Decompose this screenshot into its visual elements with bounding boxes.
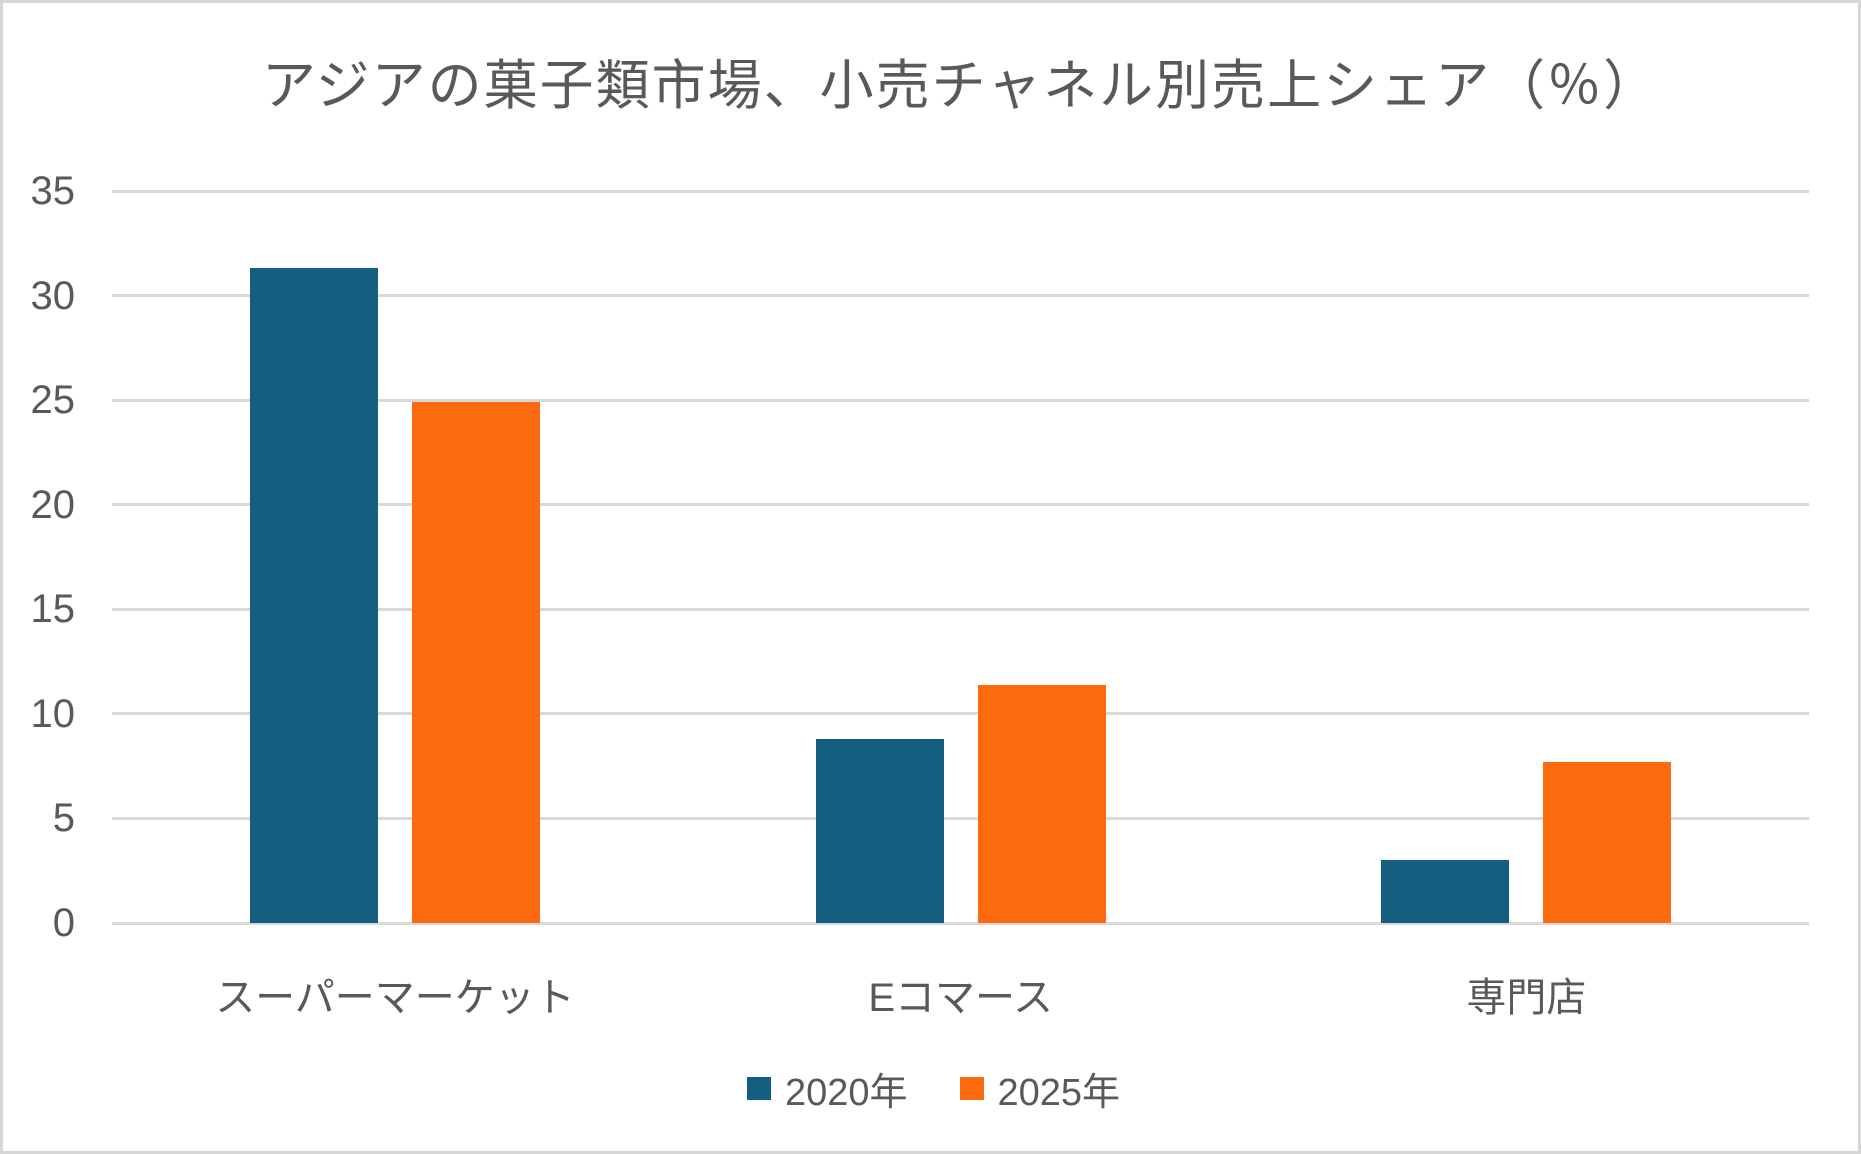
y-tick-label-30: 30 — [30, 273, 76, 318]
bar-2020-supermarket — [249, 268, 378, 923]
y-tick-label-20: 20 — [30, 482, 76, 527]
legend-swatch-2025 — [959, 1077, 984, 1100]
bar-2020-ecommerce — [815, 738, 944, 923]
gridline-15 — [112, 607, 1809, 611]
chart-title: アジアの菓子類市場、小売チャネル別売上シェア（％） — [261, 56, 1660, 116]
gridline-0 — [112, 921, 1809, 925]
y-tick-label-10: 10 — [30, 691, 76, 736]
gridline-20 — [112, 503, 1809, 507]
gridline-5 — [112, 816, 1809, 820]
gridline-25 — [112, 398, 1809, 402]
legend: 2020年 2025年 — [3, 1061, 1858, 1116]
bar-2025-ecommerce — [977, 684, 1106, 923]
bar-2025-supermarket — [411, 402, 540, 923]
gridline-10 — [112, 712, 1809, 716]
y-tick-label-35: 35 — [30, 169, 76, 213]
legend-label-2020: 2020年 — [784, 1072, 908, 1114]
y-tick-label-15: 15 — [30, 587, 76, 632]
y-tick-label-25: 25 — [30, 378, 76, 423]
legend-item-2025: 2025年 — [959, 1061, 1121, 1116]
y-tick-label-5: 5 — [52, 796, 75, 841]
bar-2025-specialty-store — [1543, 761, 1672, 923]
legend-swatch-2020 — [746, 1077, 771, 1100]
y-tick-label-0: 0 — [52, 901, 75, 945]
gridline-30 — [112, 294, 1809, 298]
gridline-35 — [112, 189, 1809, 193]
x-category-label-ecommerce: Eコマース — [868, 976, 1053, 1020]
x-category-label-supermarket: スーパーマーケット — [215, 976, 575, 1020]
legend-item-2020: 2020年 — [746, 1061, 908, 1116]
x-category-label-specialty-store: 専門店 — [1466, 976, 1587, 1020]
bar-2020-specialty-store — [1381, 860, 1510, 923]
legend-label-2025: 2025年 — [997, 1072, 1121, 1114]
